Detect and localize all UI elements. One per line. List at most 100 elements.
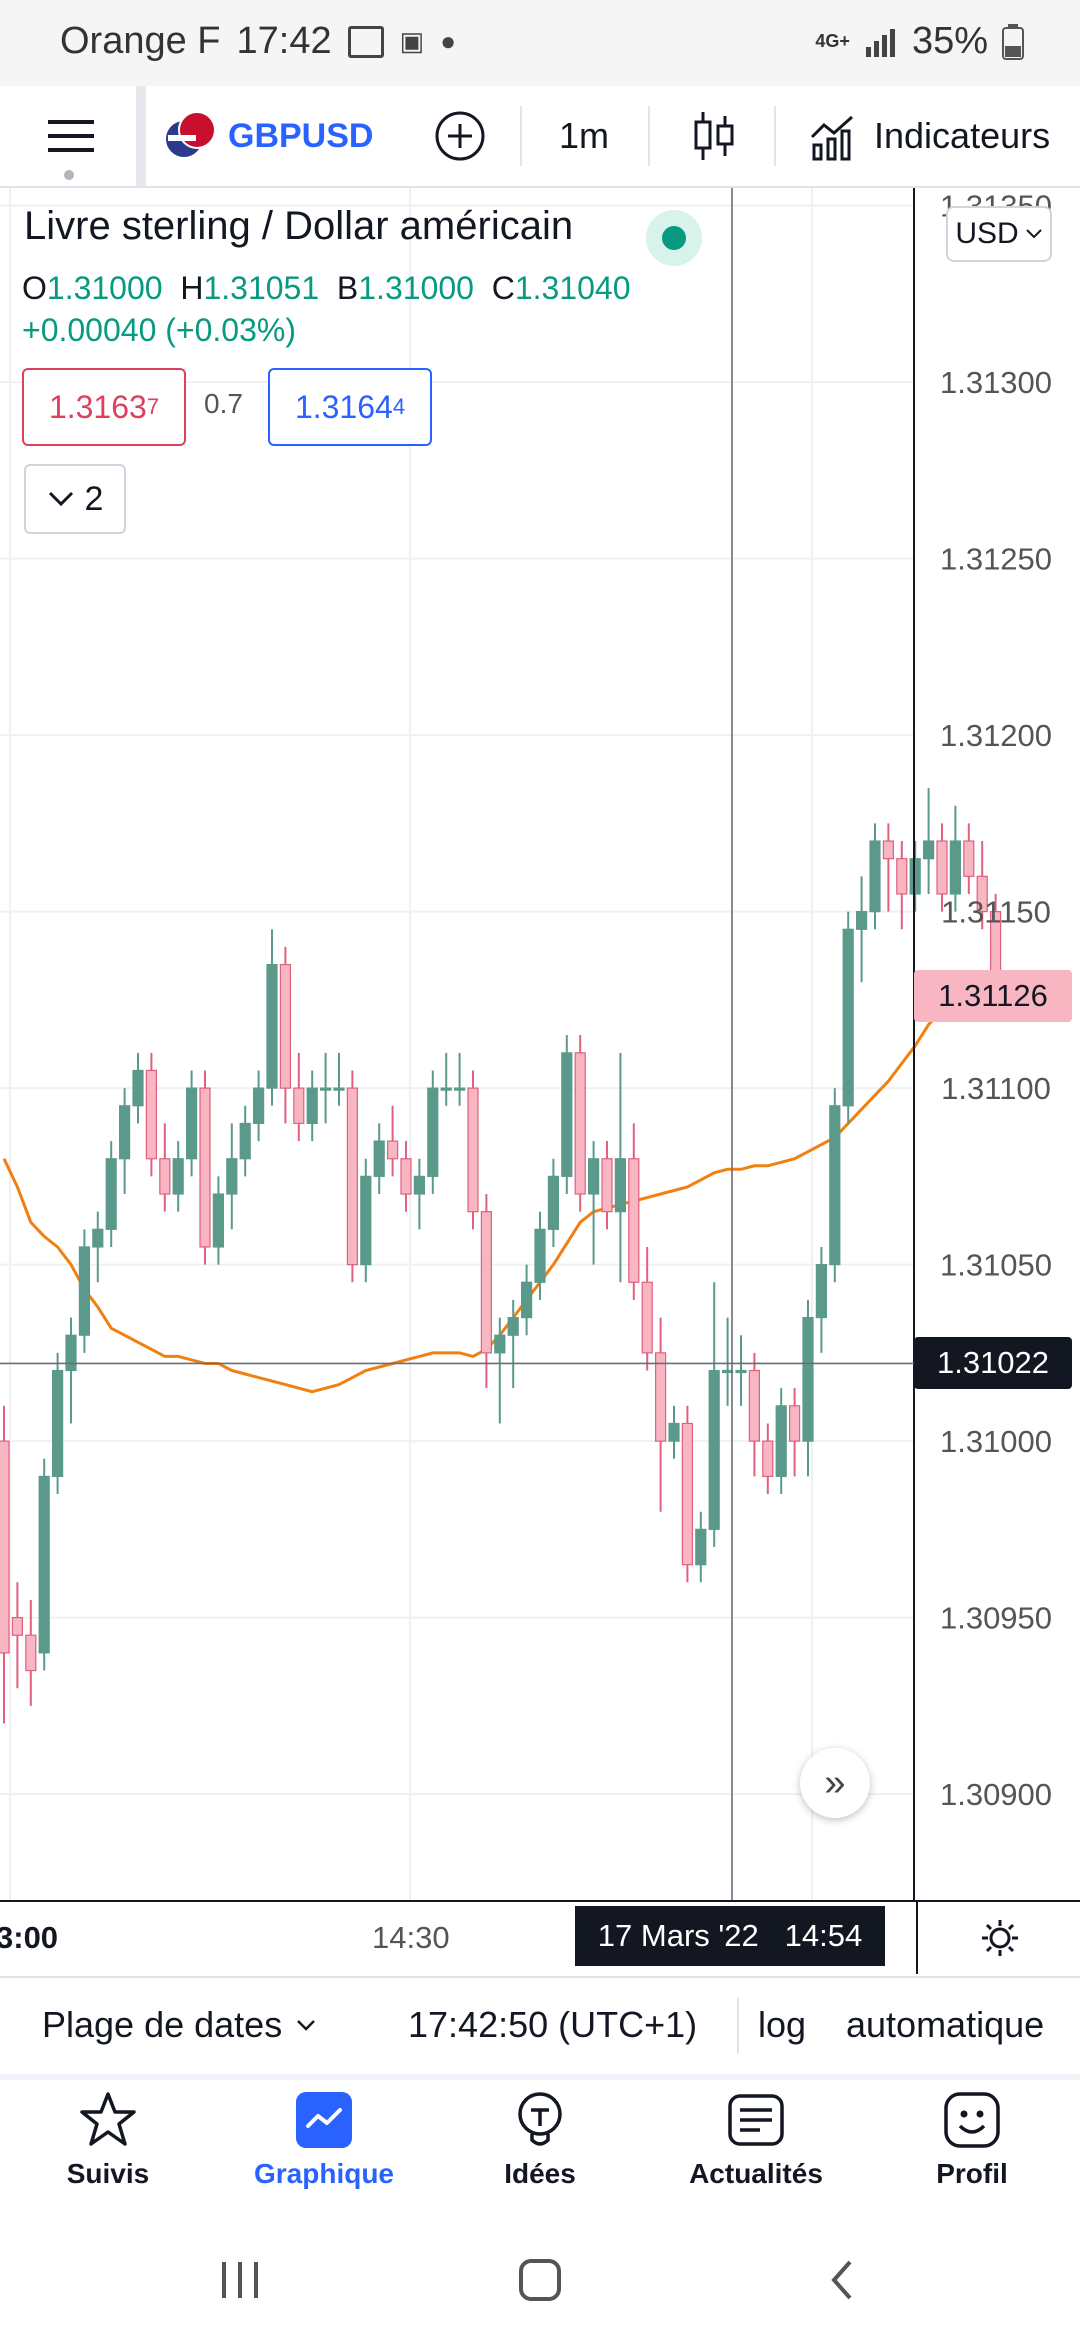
- currency-selector[interactable]: USD: [946, 206, 1052, 262]
- candle-body: [721, 1369, 734, 1374]
- candle-body: [400, 1158, 412, 1195]
- candle: [561, 1035, 573, 1195]
- candle: [574, 1035, 586, 1212]
- candle-body: [293, 1087, 305, 1125]
- chart-icon: [296, 2092, 352, 2148]
- home-icon[interactable]: [518, 2258, 562, 2302]
- candle: [775, 1388, 787, 1495]
- candle-body: [78, 1246, 91, 1336]
- chevron-down-icon: [1025, 229, 1042, 239]
- close-value: 1.31040: [514, 270, 631, 306]
- currency-label: USD: [955, 217, 1019, 250]
- auto-scale-toggle[interactable]: automatique: [846, 2004, 1045, 2045]
- candle-body: [628, 1158, 640, 1283]
- candle-body: [440, 1087, 452, 1091]
- open-label: O: [22, 270, 47, 306]
- price-chart[interactable]: 1.313501.313001.312501.312001.311501.311…: [0, 188, 1080, 1900]
- bulb-icon: [518, 2092, 562, 2146]
- price-tick-label: 1.30900: [940, 1777, 1052, 1812]
- nav-ideas[interactable]: Idées: [432, 2090, 648, 2220]
- candle: [11, 1582, 23, 1689]
- candle: [614, 1052, 627, 1283]
- high-label: H: [180, 270, 204, 306]
- recent-apps-icon[interactable]: [218, 2258, 262, 2302]
- candle-body: [373, 1140, 385, 1177]
- price-axis: 1.313501.313001.312501.312001.311501.311…: [913, 188, 1052, 1900]
- nav-profile[interactable]: Profil: [864, 2090, 1080, 2220]
- candle-body: [306, 1087, 318, 1125]
- date-range-button[interactable]: Plage de dates: [42, 2004, 316, 2046]
- candle: [936, 823, 948, 912]
- candle: [869, 823, 881, 930]
- candle-body: [51, 1369, 64, 1478]
- candle-body: [922, 840, 935, 860]
- axis-settings-button[interactable]: [916, 1902, 1080, 1974]
- candle-body: [681, 1422, 694, 1566]
- candle-body: [829, 1105, 841, 1266]
- candle: [534, 1211, 546, 1300]
- scroll-to-realtime-button[interactable]: »: [800, 1748, 870, 1818]
- candle: [239, 1105, 251, 1177]
- indicators-button[interactable]: Indicateurs: [808, 86, 1080, 186]
- candles: [0, 788, 1002, 1724]
- sell-button[interactable]: 1.3163 7: [22, 368, 186, 446]
- collapsed-count: 2: [84, 479, 104, 518]
- buy-button[interactable]: 1.3164 4: [268, 368, 432, 446]
- candle: [842, 911, 854, 1124]
- nav-watchlist[interactable]: Suivis: [0, 2090, 216, 2220]
- menu-button[interactable]: [26, 86, 116, 186]
- nav-news[interactable]: Actualités: [648, 2090, 864, 2220]
- candle: [38, 1458, 50, 1671]
- timezone-clock[interactable]: 17:42:50 (UTC+1): [408, 2004, 698, 2045]
- candle: [454, 1052, 466, 1106]
- indicators-label: Indicateurs: [874, 115, 1051, 156]
- log-scale-toggle[interactable]: log: [758, 2004, 807, 2045]
- timeframe-button[interactable]: 1m: [558, 115, 609, 156]
- toolbar-divider: [136, 86, 146, 186]
- indicators-collapse-button[interactable]: 2: [24, 464, 126, 534]
- clock-label: 17:42: [236, 20, 332, 62]
- candle-body: [547, 1175, 560, 1230]
- nav-chart[interactable]: Graphique: [216, 2090, 432, 2220]
- candle: [855, 876, 868, 983]
- candle: [427, 1070, 439, 1195]
- chart-toolbar: GBPUSD 1m Indicateurs: [0, 86, 1080, 188]
- candle-body: [118, 1105, 131, 1160]
- candle: [440, 1052, 452, 1106]
- add-symbol-button[interactable]: [420, 86, 500, 186]
- candle: [762, 1423, 774, 1495]
- candle: [172, 1141, 184, 1212]
- candle-body: [454, 1087, 466, 1091]
- chart-area[interactable]: 1.313501.313001.312501.312001.311501.311…: [0, 188, 1080, 1974]
- candle: [65, 1317, 77, 1424]
- candle-body: [333, 1087, 345, 1091]
- status-bar: Orange F 17:42 ▣ ● 4G+ 35%: [0, 0, 1080, 86]
- candle: [266, 929, 278, 1106]
- candle: [708, 1282, 720, 1548]
- candle: [815, 1246, 828, 1353]
- candle-body: [266, 963, 278, 1089]
- candle: [279, 946, 291, 1124]
- toolbar-divider: [774, 106, 776, 166]
- symbol-selector[interactable]: GBPUSD: [164, 86, 384, 186]
- crosshair-price-badge: 1.31022: [914, 1337, 1072, 1390]
- dot-icon: ●: [440, 26, 456, 56]
- candle: [78, 1229, 91, 1353]
- time-axis[interactable]: 3:00 14:30 17 Mars '22 14:54: [0, 1900, 1080, 1976]
- candle: [0, 1405, 10, 1724]
- chart-type-button[interactable]: [664, 86, 764, 186]
- candle: [333, 1052, 345, 1106]
- candle: [400, 1141, 412, 1212]
- candle-body: [708, 1369, 720, 1530]
- chevron-down-icon: [297, 2020, 316, 2031]
- candle: [963, 823, 975, 894]
- candle: [293, 1052, 305, 1142]
- price-tick-label: 1.31150: [941, 895, 1051, 930]
- candle-body: [775, 1405, 787, 1478]
- time-label-left: 3:00: [0, 1920, 59, 1955]
- candle-body: [882, 840, 895, 860]
- candle-body: [762, 1440, 774, 1478]
- candle: [681, 1405, 694, 1583]
- candle-body: [909, 858, 921, 895]
- back-icon[interactable]: [820, 2258, 864, 2302]
